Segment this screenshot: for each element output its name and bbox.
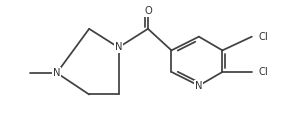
Text: N: N xyxy=(115,42,122,52)
Text: Cl: Cl xyxy=(259,67,269,77)
Text: N: N xyxy=(53,68,61,78)
Text: N: N xyxy=(195,81,203,91)
Text: O: O xyxy=(144,6,152,16)
Text: Cl: Cl xyxy=(259,32,269,42)
